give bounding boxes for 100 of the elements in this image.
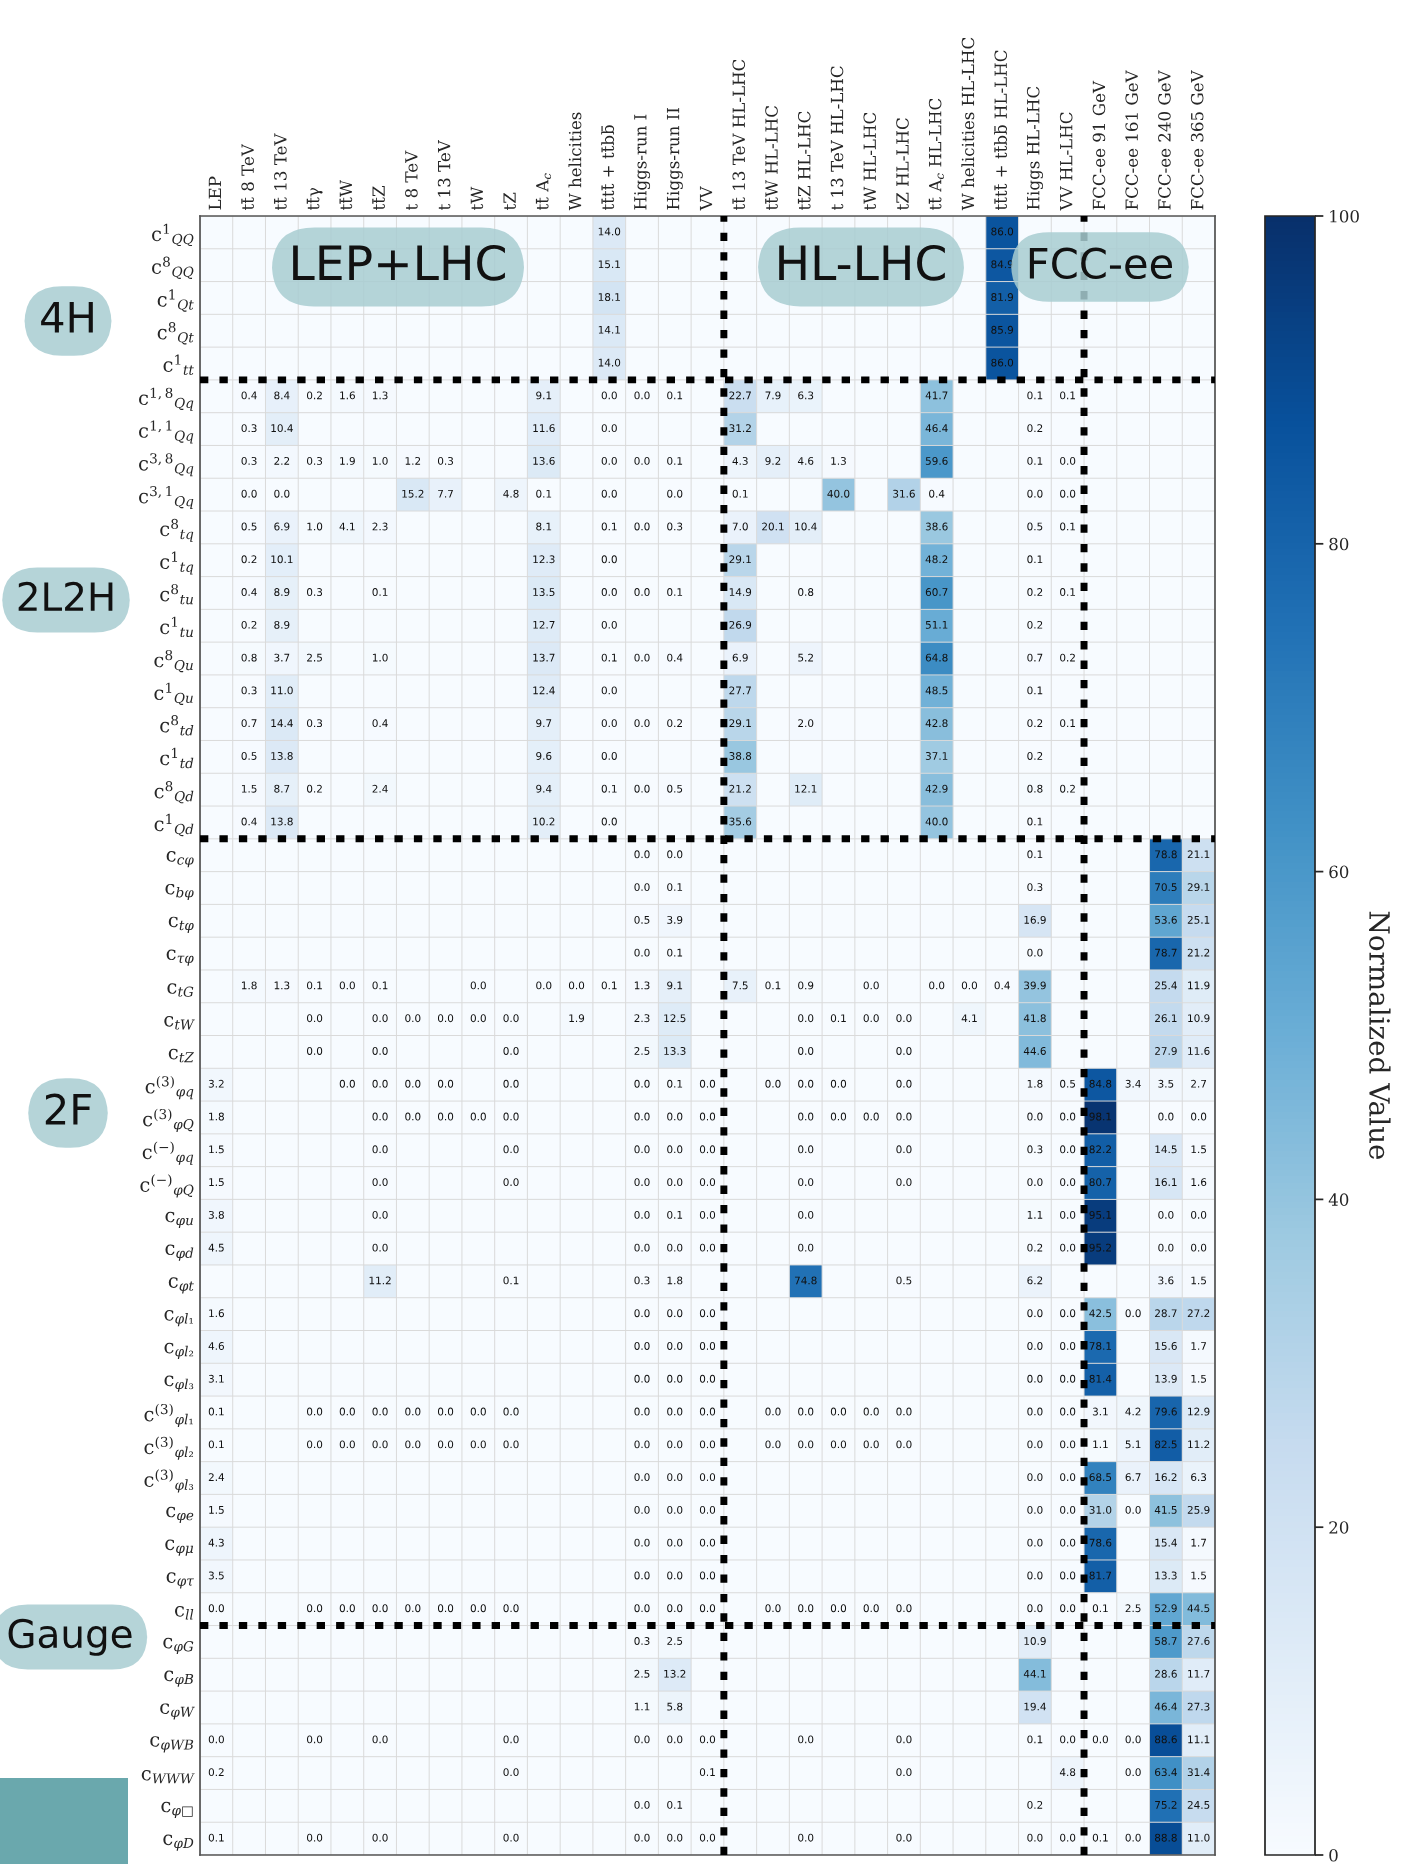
data-label: 0.0 <box>307 1440 323 1449</box>
color-bar-label: 0 <box>1329 1848 1338 1862</box>
data-label: 1.5 <box>1191 1276 1206 1285</box>
data-label: 0.0 <box>896 1768 912 1777</box>
data-label: 0.0 <box>863 1112 879 1121</box>
y-tick-label: c$^{8}$$_{Qd}$ <box>154 781 194 804</box>
data-label: 86.0 <box>991 358 1014 367</box>
data-label: 6.9 <box>732 653 748 662</box>
data-label: 11.1 <box>1188 1735 1210 1744</box>
data-label: 0.0 <box>1027 1407 1043 1416</box>
data-label: 0.0 <box>1060 1473 1076 1482</box>
data-label: 0.0 <box>1027 1309 1043 1318</box>
data-label: 25.1 <box>1187 915 1210 924</box>
y-tick-label: c$^{1,8}$$_{Qq}$ <box>139 387 194 411</box>
data-label: 0.0 <box>1060 1309 1076 1318</box>
data-label: 0.4 <box>241 391 257 400</box>
data-label: 0.0 <box>1060 1374 1076 1383</box>
x-tick-label: tt̄ A$_{c}$ <box>535 173 552 210</box>
x-tick-label: tt̄tt̄ + tt̄bb̄ <box>601 125 615 210</box>
data-label: 0.1 <box>699 1768 715 1777</box>
y-tick-label: c$_{φl₃}$ <box>164 1375 194 1392</box>
data-label: 1.0 <box>307 522 323 531</box>
data-label: 25.4 <box>1155 981 1177 990</box>
y-tick-label: c$^{3,8}$$_{Qq}$ <box>139 453 194 477</box>
data-label: 0.2 <box>1027 424 1043 433</box>
data-label: 0.1 <box>601 522 617 531</box>
text: 2L2H <box>18 581 113 611</box>
data-label: 0.0 <box>437 1440 454 1449</box>
data-label: 0.0 <box>667 1407 683 1416</box>
data-label: 18.1 <box>598 293 620 301</box>
y-tick-label: c$^{8}$$_{tu}$ <box>160 583 193 605</box>
data-label: 0.0 <box>798 1407 814 1416</box>
data-label: 0.1 <box>208 1833 224 1842</box>
data-label: 0.3 <box>634 1637 650 1645</box>
data-label: 0.2 <box>1027 719 1043 728</box>
data-label: 0.0 <box>699 1374 716 1383</box>
data-label: 0.0 <box>634 1112 650 1121</box>
data-label: 0.4 <box>241 588 257 596</box>
data-label: 0.0 <box>503 1178 519 1187</box>
data-label: 1.2 <box>405 456 421 465</box>
y-tick-label: c$^{1,1}$$_{Qq}$ <box>139 420 194 444</box>
data-label: 0.0 <box>503 1112 519 1121</box>
color-bar-title: Normalized Value <box>1369 911 1391 1160</box>
data-label: 6.2 <box>1027 1276 1043 1285</box>
data-label: 0.0 <box>667 1112 683 1121</box>
data-label: 0.0 <box>896 1604 912 1613</box>
y-tick-label: c$^{8}$$_{tq}$ <box>160 518 194 542</box>
data-label: 0.0 <box>437 1079 454 1088</box>
y-tick-label: c$_{φτ}$ <box>166 1572 194 1589</box>
y-tick-label: c$_{φW}$ <box>160 1703 195 1720</box>
data-label: 0.0 <box>896 1047 912 1055</box>
data-label: 31.6 <box>893 489 915 498</box>
data-label: 0.0 <box>1060 1440 1076 1449</box>
color-bar-label: 40 <box>1328 1193 1349 1206</box>
x-tick-label: FCC-ee 240 GeV <box>1158 70 1171 210</box>
data-label: 0.0 <box>634 850 650 859</box>
x-tick-label: tt̄W HL-LHC <box>765 106 778 210</box>
data-label: 0.0 <box>568 981 585 990</box>
color-bar-label: 20 <box>1329 1521 1349 1534</box>
x-tick-label: tZ <box>503 192 516 210</box>
text: 4H <box>41 302 93 333</box>
y-tick-label: c$_{ll}$ <box>175 1606 194 1620</box>
data-label: 8.7 <box>274 784 290 793</box>
data-label: 1.1 <box>634 1702 650 1711</box>
y-tick-label: c$^{(−)}$$_{φQ}$ <box>140 1174 194 1198</box>
data-label: 95.2 <box>1089 1243 1111 1252</box>
data-label: 0.0 <box>1060 456 1076 465</box>
y-tick-label: c$^{8}$$_{QQ}$ <box>152 256 194 279</box>
data-label: 0.0 <box>601 555 617 564</box>
data-label: 0.1 <box>1027 391 1043 400</box>
data-label: 4.1 <box>961 1014 977 1022</box>
data-label: 12.9 <box>1188 1407 1210 1416</box>
data-label: 14.0 <box>598 227 621 236</box>
data-label: 0.0 <box>699 1309 716 1318</box>
data-label: 11.2 <box>1188 1440 1210 1449</box>
y-tick-label: c$^{3,1}$$_{Qq}$ <box>139 485 194 509</box>
data-label: 21.1 <box>1187 850 1210 859</box>
data-label: 24.5 <box>1187 1800 1210 1809</box>
data-label: 0.0 <box>798 1178 814 1187</box>
data-label: 27.7 <box>729 686 751 695</box>
data-label: 88.8 <box>1155 1833 1177 1842</box>
data-label: 0.0 <box>699 1342 716 1350</box>
data-label: 0.0 <box>634 588 650 596</box>
y-tick-label: c$^{(3)}$$_{φQ}$ <box>143 1108 194 1132</box>
data-label: 0.3 <box>241 686 257 695</box>
data-label: 0.0 <box>208 1604 224 1613</box>
data-label: 0.0 <box>1060 1178 1076 1187</box>
data-label: 0.0 <box>634 653 650 662</box>
data-label: 0.0 <box>1027 1538 1043 1547</box>
data-label: 25.9 <box>1187 1505 1210 1514</box>
data-label: 0.7 <box>241 719 257 728</box>
data-label: 1.5 <box>1191 1571 1206 1580</box>
data-label: 4.3 <box>208 1538 224 1547</box>
data-label: 0.0 <box>667 1374 683 1383</box>
data-label: 0.0 <box>798 1735 814 1744</box>
data-label: 12.3 <box>533 555 555 564</box>
data-label: 35.6 <box>729 817 752 826</box>
data-label: 9.4 <box>536 784 552 793</box>
data-label: 0.0 <box>634 1145 650 1154</box>
data-label: 41.5 <box>1154 1506 1177 1514</box>
